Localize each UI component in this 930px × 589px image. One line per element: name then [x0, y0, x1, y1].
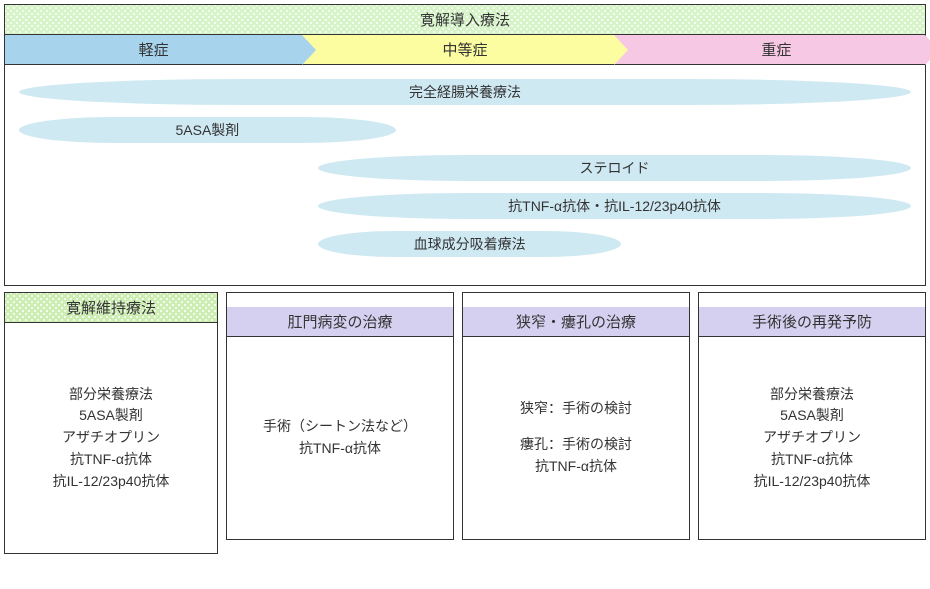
therapy-line: 抗TNF-α抗体: [299, 438, 381, 460]
therapy-line: 5ASA製剤: [780, 405, 844, 427]
therapy-card-header: 肛門病変の治療: [227, 307, 453, 337]
diagram-root: 寛解導入療法 軽症 中等症 重症 完全経腸栄養療法5ASA製剤ステロイド抗TNF…: [0, 0, 930, 558]
therapy-line: 瘻孔：手術の検討: [520, 434, 632, 456]
severity-moderate-label: 中等症: [442, 39, 487, 60]
treatment-pills-area: 完全経腸栄養療法 5ASA製剤ステロイド抗TNF-α抗体・抗IL-12/23p40…: [5, 65, 925, 285]
therapy-line: 5ASA製剤: [79, 405, 143, 427]
therapy-card: 狭窄・瘻孔の治療狭窄：手術の検討瘻孔：手術の検討抗TNF-α抗体: [462, 292, 690, 540]
therapy-line: アザチオプリン: [62, 427, 160, 449]
severity-arrow-row: 軽症 中等症 重症: [5, 35, 925, 65]
therapy-line: 抗IL-12/23p40抗体: [53, 471, 170, 493]
severity-moderate: 中等症: [302, 35, 613, 64]
therapy-line: 抗IL-12/23p40抗体: [754, 471, 871, 493]
therapy-line: 手術（シートン法など）: [263, 416, 417, 438]
therapy-card-body: 部分栄養療法5ASA製剤アザチオプリン抗TNF-α抗体抗IL-12/23p40抗…: [5, 323, 217, 553]
therapy-line: 抗TNF-α抗体: [535, 456, 617, 478]
therapy-card: 手術後の再発予防部分栄養療法5ASA製剤アザチオプリン抗TNF-α抗体抗IL-1…: [698, 292, 926, 540]
therapy-line: 抗TNF-α抗体: [771, 449, 853, 471]
therapy-card-body: 部分栄養療法5ASA製剤アザチオプリン抗TNF-α抗体抗IL-12/23p40抗…: [699, 337, 925, 539]
therapy-card-body: 狭窄：手術の検討瘻孔：手術の検討抗TNF-α抗体: [463, 337, 689, 539]
treatment-pill: 完全経腸栄養療法: [19, 79, 911, 105]
therapy-card-header: 寛解維持療法: [5, 293, 217, 323]
therapy-line: アザチオプリン: [763, 427, 861, 449]
treatment-pill: 5ASA製剤: [19, 117, 396, 143]
severity-severe: 重症: [614, 35, 925, 64]
therapy-card: 寛解維持療法部分栄養療法5ASA製剤アザチオプリン抗TNF-α抗体抗IL-12/…: [4, 292, 218, 554]
treatment-pill: ステロイド: [318, 155, 911, 181]
therapy-line: 部分栄養療法: [69, 384, 153, 406]
therapy-card-header: 手術後の再発予防: [699, 307, 925, 337]
induction-therapy-panel: 寛解導入療法 軽症 中等症 重症 完全経腸栄養療法 5ASA製剤ステロイド抗TNF…: [4, 4, 926, 286]
therapy-card-header: 狭窄・瘻孔の治療: [463, 307, 689, 337]
therapy-line: 抗TNF-α抗体: [70, 449, 152, 471]
treatment-pill: 抗TNF-α抗体・抗IL-12/23p40抗体: [318, 193, 911, 219]
therapy-card: 肛門病変の治療手術（シートン法など）抗TNF-α抗体: [226, 292, 454, 540]
bottom-cards-row: 寛解維持療法部分栄養療法5ASA製剤アザチオプリン抗TNF-α抗体抗IL-12/…: [4, 292, 926, 554]
severity-mild-label: 軽症: [139, 39, 169, 60]
treatment-pill: 血球成分吸着療法: [318, 231, 622, 257]
severity-mild: 軽症: [5, 35, 302, 64]
therapy-line: 狭窄：手術の検討: [520, 398, 632, 420]
therapy-line: 部分栄養療法: [770, 384, 854, 406]
therapy-card-body: 手術（シートン法など）抗TNF-α抗体: [227, 337, 453, 539]
induction-title: 寛解導入療法: [5, 5, 925, 35]
severity-severe-label: 重症: [761, 39, 791, 60]
